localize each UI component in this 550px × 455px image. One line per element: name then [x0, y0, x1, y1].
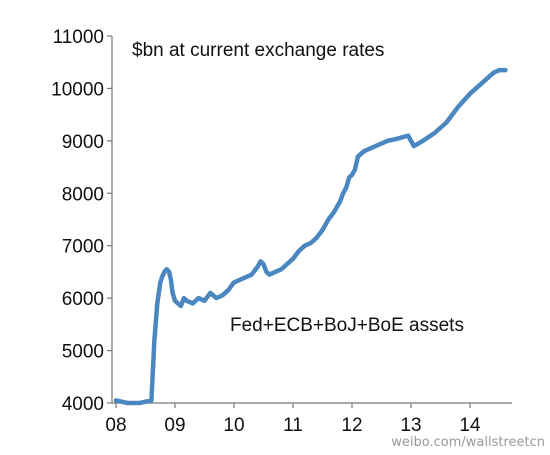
series-line	[113, 67, 508, 406]
x-tick-label: 08	[105, 415, 126, 436]
y-tick-label: 5000	[62, 342, 104, 363]
x-tick-label: 11	[283, 415, 303, 436]
y-tick-label: 7000	[62, 237, 104, 258]
y-axis-ticks: 4000 5000 6000 7000 8000 9000 10000 11000	[51, 27, 112, 415]
y-tick-label: 11000	[53, 27, 104, 48]
x-tick-label: 09	[164, 415, 185, 436]
unit-note: $bn at current exchange rates	[132, 40, 384, 61]
series-annotation: Fed+ECB+BoJ+BoE assets	[230, 315, 464, 336]
y-tick-label: 10000	[51, 79, 104, 100]
y-tick-label: 8000	[62, 184, 104, 205]
x-tick-label: 13	[400, 415, 421, 436]
x-tick-label: 12	[341, 415, 362, 436]
x-tick-label: 14	[459, 415, 481, 436]
y-tick-label: 9000	[62, 132, 104, 153]
y-tick-label: 4000	[62, 394, 104, 415]
x-tick-label: 10	[223, 415, 244, 436]
y-tick-label: 6000	[62, 289, 104, 310]
watermark: weibo.com/wallstreetcn	[391, 435, 545, 450]
x-axis-ticks: 08 09 10 11 12 13 14	[105, 403, 481, 436]
